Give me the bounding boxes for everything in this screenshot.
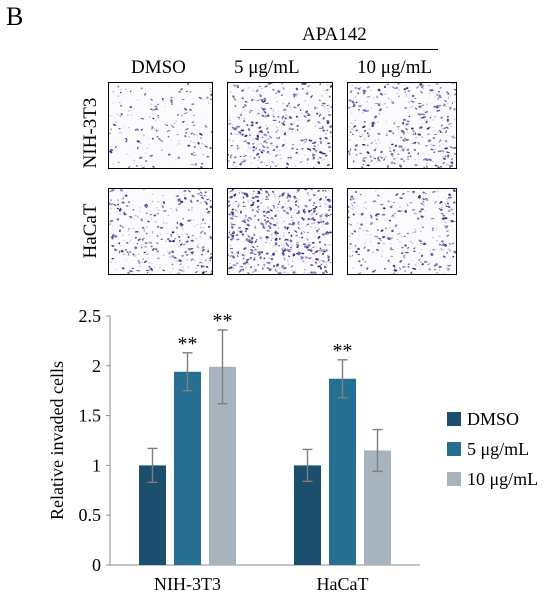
error-bar: [302, 448, 313, 483]
error-bar: [182, 352, 193, 392]
micrograph-nih3t3-10ug: [347, 82, 457, 169]
legend-swatch: [447, 472, 461, 486]
y-tick-label: 0: [92, 555, 101, 575]
treatment-group-label: APA142: [302, 24, 367, 45]
error-bar: [337, 359, 348, 399]
bar: [329, 378, 356, 565]
legend-label: DMSO: [467, 409, 519, 429]
error-bar: [217, 329, 228, 405]
x-category-label: NIH-3T3: [154, 574, 221, 594]
significance-label: **: [178, 333, 198, 355]
legend-swatch: [447, 442, 461, 456]
row-label-hacat: HaCaT: [80, 203, 101, 259]
bar: [174, 371, 201, 565]
column-label-5ug: 5 μg/mL: [234, 57, 300, 78]
treatment-group-bracket: [240, 49, 438, 50]
legend-label: 5 μg/mL: [467, 439, 529, 459]
micrograph-hacat-10ug: [347, 188, 457, 275]
micrograph-hacat-dmso: [108, 188, 213, 275]
column-label-10ug: 10 μg/mL: [357, 57, 433, 78]
legend-label: 10 μg/mL: [467, 469, 538, 489]
y-tick-label: 0.5: [79, 505, 102, 525]
x-category-label: HaCaT: [317, 574, 369, 594]
y-tick-label: 1.5: [79, 406, 102, 426]
legend-swatch: [447, 412, 461, 426]
micrograph-nih3t3-5ug: [227, 82, 333, 169]
row-label-nih3t3: NIH-3T3: [80, 97, 101, 169]
micrograph-hacat-5ug: [227, 188, 333, 275]
error-bar: [372, 428, 383, 473]
y-tick-label: 2: [92, 356, 101, 376]
panel-label: B: [6, 2, 24, 31]
micrograph-nih3t3-dmso: [108, 82, 213, 169]
bar-chart: 0 0.5 1 1.5 2 2.5 Relative invaded cells NIH-3T…: [47, 306, 538, 594]
significance-label: **: [333, 340, 353, 362]
y-axis-label: Relative invaded cells: [47, 361, 67, 520]
significance-label: **: [213, 310, 233, 332]
error-bar: [147, 447, 158, 484]
column-label-dmso: DMSO: [131, 57, 186, 78]
y-tick-label: 2.5: [79, 306, 102, 326]
y-tick-label: 1: [92, 455, 101, 475]
